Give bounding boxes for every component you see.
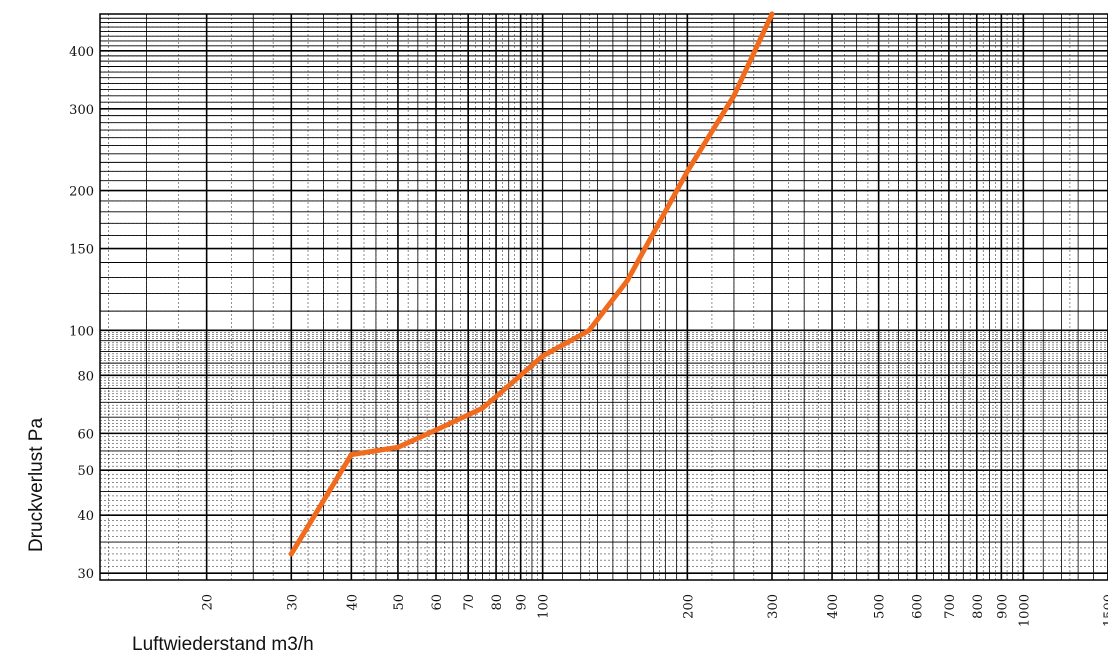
x-tick-label: 1500 bbox=[1102, 594, 1108, 627]
x-tick-labels: 20 30 40 50 60 70 80 90 100 200 300 400 500 600 700 800… bbox=[201, 594, 1108, 627]
series-point bbox=[433, 427, 439, 433]
y-tick-label: 60 bbox=[77, 427, 94, 442]
x-tick-label: 300 bbox=[766, 594, 781, 619]
series-point bbox=[348, 452, 354, 458]
y-tick-label: 400 bbox=[69, 45, 94, 60]
x-tick-label: 800 bbox=[971, 594, 986, 619]
x-tick-label: 700 bbox=[943, 594, 958, 619]
series-point bbox=[395, 444, 401, 450]
x-tick-label: 60 bbox=[430, 594, 445, 611]
plot-area-background bbox=[100, 14, 1108, 580]
x-tick-label: 100 bbox=[537, 594, 552, 619]
y-axis-label: Druckverlust Pa bbox=[26, 418, 47, 553]
series-point bbox=[624, 278, 630, 284]
x-tick-label: 400 bbox=[826, 594, 841, 619]
series-point bbox=[684, 168, 690, 174]
x-tick-label: 500 bbox=[873, 594, 888, 619]
plot-frame bbox=[99, 13, 1108, 581]
y-tick-label: 50 bbox=[77, 464, 94, 479]
x-tick-label: 90 bbox=[515, 594, 530, 611]
x-tick-label: 600 bbox=[911, 594, 926, 619]
x-axis-label: Luftwiederstand m3/h bbox=[132, 634, 314, 655]
x-tick-label: 900 bbox=[995, 594, 1010, 619]
series-point bbox=[731, 93, 737, 99]
series-point bbox=[480, 405, 486, 411]
major-grid bbox=[99, 13, 1108, 581]
y-tick-label: 300 bbox=[69, 103, 94, 118]
series-point bbox=[518, 372, 524, 378]
x-tick-label: 40 bbox=[345, 594, 360, 611]
y-tick-label: 80 bbox=[77, 369, 94, 384]
x-tick-label: 70 bbox=[462, 594, 477, 611]
x-tick-label: 80 bbox=[490, 594, 505, 611]
x-tick-label: 30 bbox=[285, 594, 300, 611]
y-tick-label: 40 bbox=[77, 509, 94, 524]
y-tick-label: 200 bbox=[69, 185, 94, 200]
y-tick-label: 30 bbox=[77, 567, 94, 582]
x-tick-label: 1000 bbox=[1017, 594, 1032, 627]
series-point bbox=[540, 353, 546, 359]
series-point bbox=[288, 551, 294, 557]
series-point bbox=[769, 11, 775, 17]
series-group bbox=[288, 11, 775, 557]
series-point bbox=[586, 327, 592, 333]
y-tick-label: 100 bbox=[69, 324, 94, 339]
y-tick-labels: 30 40 50 60 80 100 150 200 300 400 bbox=[69, 45, 94, 582]
x-tick-label: 200 bbox=[681, 594, 696, 619]
series-point bbox=[493, 394, 499, 400]
x-tick-label: 20 bbox=[201, 594, 216, 611]
x-tick-label: 50 bbox=[392, 594, 407, 611]
y-tick-label: 150 bbox=[69, 243, 94, 258]
